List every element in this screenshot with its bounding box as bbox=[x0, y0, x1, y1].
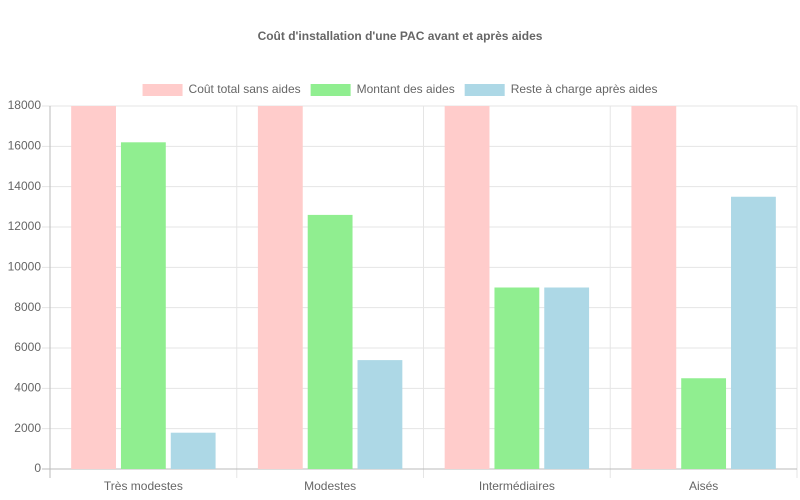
legend-label: Reste à charge après aides bbox=[511, 82, 658, 96]
bar bbox=[631, 106, 677, 469]
bar-layer: Très modestes Modestes Intermédiaires Aisés bbox=[71, 106, 776, 493]
x-tick-label: Intermédiaires bbox=[479, 479, 555, 493]
y-tick-label: 8000 bbox=[14, 300, 41, 314]
bar bbox=[257, 106, 303, 469]
bar bbox=[681, 378, 727, 469]
legend: Coût total sans aides Montant des aides Re… bbox=[142, 82, 658, 96]
bar bbox=[731, 196, 776, 469]
legend-label: Coût total sans aides bbox=[189, 82, 301, 96]
x-tick-label: Très modestes bbox=[104, 479, 183, 493]
x-tick-label: Aisés bbox=[689, 479, 718, 493]
legend-item: Coût total sans aides bbox=[142, 82, 301, 96]
grid-layer: 0 2000 4000 6000 8000 10000 12000 14000 16000 180… bbox=[8, 98, 798, 478]
bar bbox=[444, 106, 490, 469]
y-tick-label: 18000 bbox=[8, 98, 42, 112]
y-tick-label: 12000 bbox=[8, 219, 42, 233]
y-tick-label: 16000 bbox=[8, 139, 42, 153]
y-tick-label: 2000 bbox=[14, 421, 41, 435]
legend-swatch bbox=[310, 84, 351, 96]
y-tick-label: 10000 bbox=[8, 260, 42, 274]
y-tick-label: 14000 bbox=[8, 179, 42, 193]
legend-swatch bbox=[464, 84, 505, 96]
legend-item: Montant des aides bbox=[310, 82, 455, 96]
bar bbox=[544, 287, 590, 469]
bar bbox=[71, 106, 116, 469]
bar bbox=[357, 360, 403, 469]
legend-item: Reste à charge après aides bbox=[464, 82, 658, 96]
chart-title: Coût d'installation d'une PAC avant et a… bbox=[258, 29, 543, 43]
bar bbox=[494, 287, 540, 469]
bar bbox=[307, 214, 353, 469]
y-tick-label: 6000 bbox=[14, 340, 41, 354]
bar bbox=[120, 142, 166, 470]
y-tick-label: 4000 bbox=[14, 381, 41, 395]
legend-swatch bbox=[142, 84, 183, 96]
x-tick-label: Modestes bbox=[304, 479, 356, 493]
bar bbox=[170, 432, 216, 469]
y-tick-label: 0 bbox=[34, 461, 41, 475]
legend-label: Montant des aides bbox=[357, 82, 455, 96]
